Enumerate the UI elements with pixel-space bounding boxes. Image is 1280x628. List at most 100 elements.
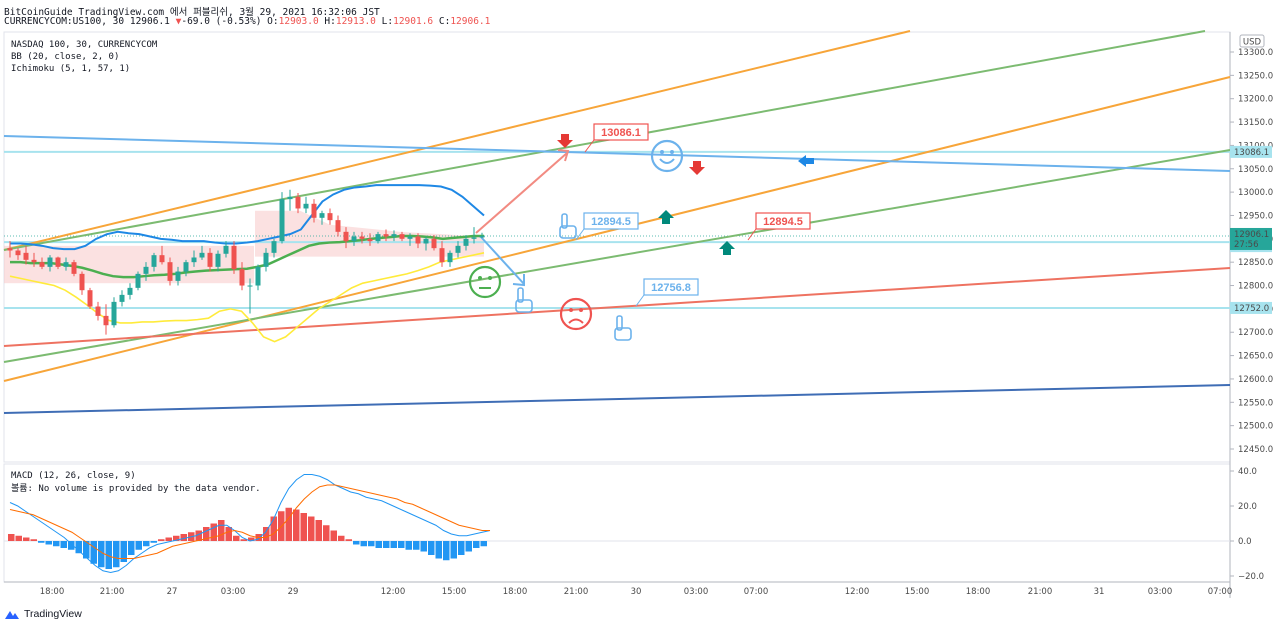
left-arrow-icon xyxy=(798,155,814,167)
time-tick-label: 31 xyxy=(1094,587,1105,597)
candle-body xyxy=(31,259,37,263)
price-tick-label: 12500.0 xyxy=(1238,422,1273,432)
price-tick-label: 12850.0 xyxy=(1238,258,1273,268)
happy-face-icon-mouth xyxy=(659,158,675,164)
candle-body xyxy=(159,255,165,263)
macd-line xyxy=(9,474,491,574)
macd-histogram-bar xyxy=(383,541,390,548)
price-tick-label: 12600.0 xyxy=(1238,375,1273,385)
annotation-pointer xyxy=(635,294,645,307)
close-value: 12906.1 xyxy=(450,16,491,27)
candle-body xyxy=(183,262,189,272)
candle-body xyxy=(15,250,21,256)
candle-body xyxy=(191,257,197,263)
time-tick-label: 07:00 xyxy=(744,587,769,597)
candle-body xyxy=(127,287,133,295)
candle-body xyxy=(239,269,245,286)
neutral-face-icon-eye xyxy=(478,276,482,280)
projection-arrow-down xyxy=(480,236,525,285)
annotation-12894-red-text: 12894.5 xyxy=(763,216,803,228)
pointing-hand-icon xyxy=(614,315,632,341)
currency-label: USD xyxy=(1243,38,1262,48)
macd-tick-label: −20.0 xyxy=(1238,572,1264,582)
candle-body xyxy=(199,252,205,258)
candle-body xyxy=(311,203,317,218)
time-tick-label: 15:00 xyxy=(442,587,467,597)
time-tick-label: 03:00 xyxy=(221,587,246,597)
macd-histogram-bar xyxy=(83,541,90,559)
trendline xyxy=(3,30,911,251)
candle-body xyxy=(87,290,93,307)
pointing-hand-icon xyxy=(559,213,577,239)
macd-histogram-bar xyxy=(405,541,412,550)
macd-histogram-bar xyxy=(308,516,315,541)
macd-histogram-bar xyxy=(390,541,397,548)
bb-upper-band xyxy=(10,184,485,251)
annotation-12756-box xyxy=(643,278,699,296)
last-price-label-text: 12906.1 xyxy=(1234,230,1269,240)
macd-histogram-bar xyxy=(8,534,15,541)
price-tick-label: 12550.0 xyxy=(1238,398,1273,408)
candle-body xyxy=(383,234,389,237)
macd-histogram-bar xyxy=(105,541,112,569)
candle-body xyxy=(471,237,477,239)
happy-face-icon-outline xyxy=(650,139,684,173)
candle-body xyxy=(375,234,381,242)
trendline xyxy=(3,267,1231,347)
projection-arrowhead-up xyxy=(557,149,570,162)
macd-histogram-bar xyxy=(120,541,127,562)
candle-body xyxy=(263,252,269,267)
candle-body xyxy=(79,273,85,291)
low-label: L: xyxy=(381,16,394,27)
macd-histogram-bar xyxy=(375,541,382,548)
tradingview-logo-icon xyxy=(5,610,19,619)
tradingview-brand: TradingView xyxy=(24,608,82,620)
trendline xyxy=(3,149,1231,363)
sell-arrow-down-icon xyxy=(557,134,573,148)
candle-body xyxy=(415,236,421,244)
tradingview-footer[interactable]: TradingView xyxy=(4,608,82,620)
macd-histogram-bar xyxy=(293,509,300,541)
time-tick-label: 07:00 xyxy=(1208,587,1233,597)
trendline xyxy=(3,384,1231,414)
sad-face-icon-eye xyxy=(579,308,583,312)
last-price-label-bg xyxy=(1230,227,1272,250)
macd-histogram-bar xyxy=(300,513,307,541)
price-tick-label: 13300.0 xyxy=(1238,48,1273,58)
level-label-12752-bg xyxy=(1230,301,1272,314)
candle-body xyxy=(151,255,157,267)
legend-title: NASDAQ 100, 30, CURRENCYCOM xyxy=(11,40,158,50)
candle-body xyxy=(367,238,373,242)
candle-body xyxy=(423,238,429,244)
candle-body xyxy=(399,234,405,239)
sad-face-icon-mouth xyxy=(568,318,584,324)
low-value: 12901.6 xyxy=(393,16,434,27)
macd-histogram-bar xyxy=(413,541,420,550)
candle-body xyxy=(231,245,237,270)
pointing-hand-icon-palm xyxy=(559,225,577,239)
candle-body xyxy=(439,248,445,263)
macd-histogram-bar xyxy=(60,541,67,548)
macd-histogram-bar xyxy=(263,527,270,541)
candle-body xyxy=(167,262,173,281)
macd-histogram-bar xyxy=(143,541,150,547)
legend-macd: MACD (12, 26, close, 9) xyxy=(11,471,136,481)
macd-histogram-bar xyxy=(98,541,105,568)
time-tick-label: 03:00 xyxy=(684,587,709,597)
price-tick-label: 13050.0 xyxy=(1238,165,1273,175)
macd-histogram-bar xyxy=(150,541,157,543)
annotation-12894-blue-box xyxy=(583,212,639,230)
time-tick-label: 15:00 xyxy=(905,587,930,597)
candle-body xyxy=(351,236,357,242)
candle-body xyxy=(359,236,365,239)
macd-histogram-bar xyxy=(323,525,330,541)
macd-histogram-bar xyxy=(240,539,247,541)
candle-body xyxy=(223,245,229,254)
macd-histogram-bar xyxy=(428,541,435,555)
projection-arrowhead-down xyxy=(512,274,525,287)
neutral-face-icon-eye xyxy=(488,276,492,280)
macd-layer xyxy=(4,474,1230,574)
macd-tick-label: 0.0 xyxy=(1238,537,1252,547)
time-tick-label: 21:00 xyxy=(100,587,125,597)
